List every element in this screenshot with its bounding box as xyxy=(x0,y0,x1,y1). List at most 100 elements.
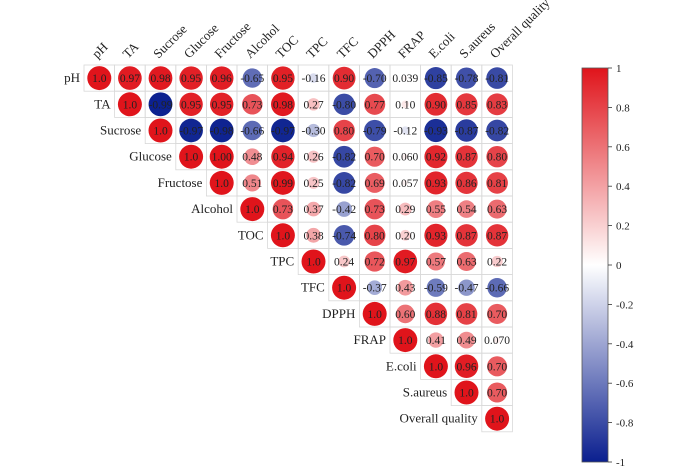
corr-value-e-coli-e-coli: 1.0 xyxy=(429,361,444,373)
corr-circle-tpc-s-aureus xyxy=(456,251,477,272)
column-label-ta: TA xyxy=(119,39,142,62)
corr-value-s-aureus-s-aureus: 1.0 xyxy=(459,388,474,400)
corr-circle-sucrose-fructose xyxy=(209,118,234,143)
corr-value-tfc-overall-quality: -0.66 xyxy=(485,283,509,295)
colorbar-tick-label: 0 xyxy=(616,260,622,272)
corr-circle-tpc-e-coli xyxy=(426,252,445,271)
corr-value-ph-ph: 1.0 xyxy=(92,73,107,85)
corr-value-toc-frap: 0.20 xyxy=(395,230,415,242)
corr-circle-ph-fructose xyxy=(209,66,234,90)
corr-circle-sucrose-frap xyxy=(401,126,410,135)
row-label-glucose: Glucose xyxy=(129,149,172,164)
corr-circle-alcohol-tfc xyxy=(336,201,352,217)
row-label-tpc: TPC xyxy=(270,254,294,269)
corr-value-sucrose-tfc: 0.80 xyxy=(334,126,354,138)
corr-value-frap-overall-quality: 0.070 xyxy=(484,335,510,347)
corr-circle-glucose-fructose xyxy=(209,144,234,169)
corr-circle-alcohol-tpc xyxy=(306,201,321,217)
colorbar-tick-label: 0.2 xyxy=(616,221,630,233)
colorbar-tick-label: 1 xyxy=(616,63,622,75)
corr-value-tfc-dpph: -0.37 xyxy=(363,283,387,295)
corr-value-glucose-dpph: 0.70 xyxy=(365,152,385,164)
corr-value-fructose-frap: 0.057 xyxy=(392,178,418,190)
corr-value-dpph-overall-quality: 0.70 xyxy=(487,309,507,321)
corr-circle-ta-alcohol xyxy=(242,94,263,115)
corr-value-dpph-frap: 0.60 xyxy=(395,309,415,321)
corr-value-ta-alcohol: 0.73 xyxy=(242,99,262,111)
corr-circle-tpc-dpph xyxy=(364,251,385,272)
corr-value-ta-dpph: 0.77 xyxy=(365,99,385,111)
corr-value-tfc-s-aureus: -0.47 xyxy=(455,283,479,295)
corr-value-fructose-tpc: 0.25 xyxy=(303,178,323,190)
corr-circle-alcohol-e-coli xyxy=(427,200,445,218)
corr-value-fructose-overall-quality: 0.81 xyxy=(487,178,507,190)
corr-value-toc-tfc: -0.74 xyxy=(332,230,356,242)
corr-value-dpph-e-coli: 0.88 xyxy=(426,309,446,321)
corr-value-glucose-alcohol: 0.48 xyxy=(242,152,262,164)
corr-value-ph-glucose: 0.95 xyxy=(181,73,201,85)
corr-value-e-coli-s-aureus: 0.96 xyxy=(456,361,476,373)
corr-value-ph-alcohol: -0.65 xyxy=(240,73,264,85)
corr-value-fructose-toc: 0.99 xyxy=(273,178,293,190)
corr-value-ph-ta: 0.97 xyxy=(120,73,140,85)
corr-circle-e-coli-overall-quality xyxy=(487,356,508,377)
corr-value-ph-sucrose: 0.98 xyxy=(150,73,170,85)
corr-circle-glucose-glucose xyxy=(179,144,204,169)
corr-value-toc-toc: 1.0 xyxy=(276,230,291,242)
column-label-tfc: TFC xyxy=(334,34,361,61)
corr-circle-frap-s-aureus xyxy=(458,331,475,349)
corr-value-ph-toc: 0.95 xyxy=(273,73,293,85)
corr-value-ph-dpph: -0.70 xyxy=(363,73,387,85)
corr-value-sucrose-glucose: -0.97 xyxy=(179,126,203,138)
corr-value-sucrose-dpph: -0.79 xyxy=(363,126,387,138)
corr-value-alcohol-e-coli: 0.55 xyxy=(426,204,446,216)
corr-value-glucose-tfc: -0.82 xyxy=(332,152,356,164)
corr-circle-tpc-tfc xyxy=(338,255,350,268)
corr-value-ta-fructose: 0.95 xyxy=(212,99,232,111)
corr-value-glucose-tpc: 0.26 xyxy=(303,152,323,164)
corr-circle-frap-e-coli xyxy=(428,332,444,348)
corr-circle-ph-s-aureus xyxy=(455,67,478,89)
cell-layer: 1.0 0.97 0.98 0.95 0.96 -0.65 0.95 -0.16 0.90 -0.… xyxy=(87,66,510,431)
corr-circle-ta-glucose xyxy=(179,92,203,116)
corr-value-s-aureus-overall-quality: 0.70 xyxy=(487,388,507,400)
corr-circle-s-aureus-s-aureus xyxy=(454,380,479,405)
grid-layer xyxy=(83,64,513,433)
corr-value-glucose-toc: 0.94 xyxy=(273,152,293,164)
corr-value-alcohol-alcohol: 1.0 xyxy=(245,204,260,216)
corr-circle-toc-dpph xyxy=(363,224,386,247)
row-label-sucrose: Sucrose xyxy=(100,123,141,138)
corr-value-frap-frap: 1.0 xyxy=(398,335,413,347)
corr-value-dpph-s-aureus: 0.81 xyxy=(456,309,476,321)
corr-circle-sucrose-glucose xyxy=(179,118,203,143)
corr-circle-tfc-e-coli xyxy=(426,278,446,297)
corr-value-toc-overall-quality: 0.87 xyxy=(487,230,507,242)
corr-circle-glucose-toc xyxy=(271,145,295,169)
row-label-ph: pH xyxy=(64,70,80,85)
corr-circle-ph-frap xyxy=(402,75,408,81)
corr-value-fructose-alcohol: 0.51 xyxy=(242,178,262,190)
corr-value-sucrose-e-coli: -0.93 xyxy=(424,126,448,138)
corr-circle-tfc-overall-quality xyxy=(487,277,507,298)
corr-circle-toc-e-coli xyxy=(424,223,448,247)
corr-value-fructose-s-aureus: 0.86 xyxy=(456,178,476,190)
corr-circle-toc-tpc xyxy=(306,227,321,243)
corr-circle-sucrose-s-aureus xyxy=(455,119,478,142)
corr-value-sucrose-overall-quality: -0.82 xyxy=(485,126,509,138)
corr-circle-toc-tfc xyxy=(333,224,355,246)
corr-circle-tfc-s-aureus xyxy=(458,279,475,296)
corr-circle-fructose-toc xyxy=(270,170,295,195)
corr-value-sucrose-s-aureus: -0.87 xyxy=(455,126,479,138)
corr-circle-ph-glucose xyxy=(179,66,203,90)
corr-value-sucrose-toc: -0.97 xyxy=(271,126,295,138)
corr-value-glucose-s-aureus: 0.87 xyxy=(456,152,476,164)
corr-value-frap-s-aureus: 0.49 xyxy=(456,335,476,347)
corr-circle-alcohol-s-aureus xyxy=(457,200,476,218)
corr-circle-ph-ta xyxy=(118,66,142,90)
corr-circle-toc-s-aureus xyxy=(455,224,478,247)
corr-circle-sucrose-sucrose xyxy=(148,118,173,143)
corr-circle-tfc-frap xyxy=(397,279,414,296)
corr-value-tpc-s-aureus: 0.63 xyxy=(456,257,476,269)
corr-value-ta-tpc: 0.27 xyxy=(303,99,323,111)
corr-circle-glucose-e-coli xyxy=(424,145,448,169)
